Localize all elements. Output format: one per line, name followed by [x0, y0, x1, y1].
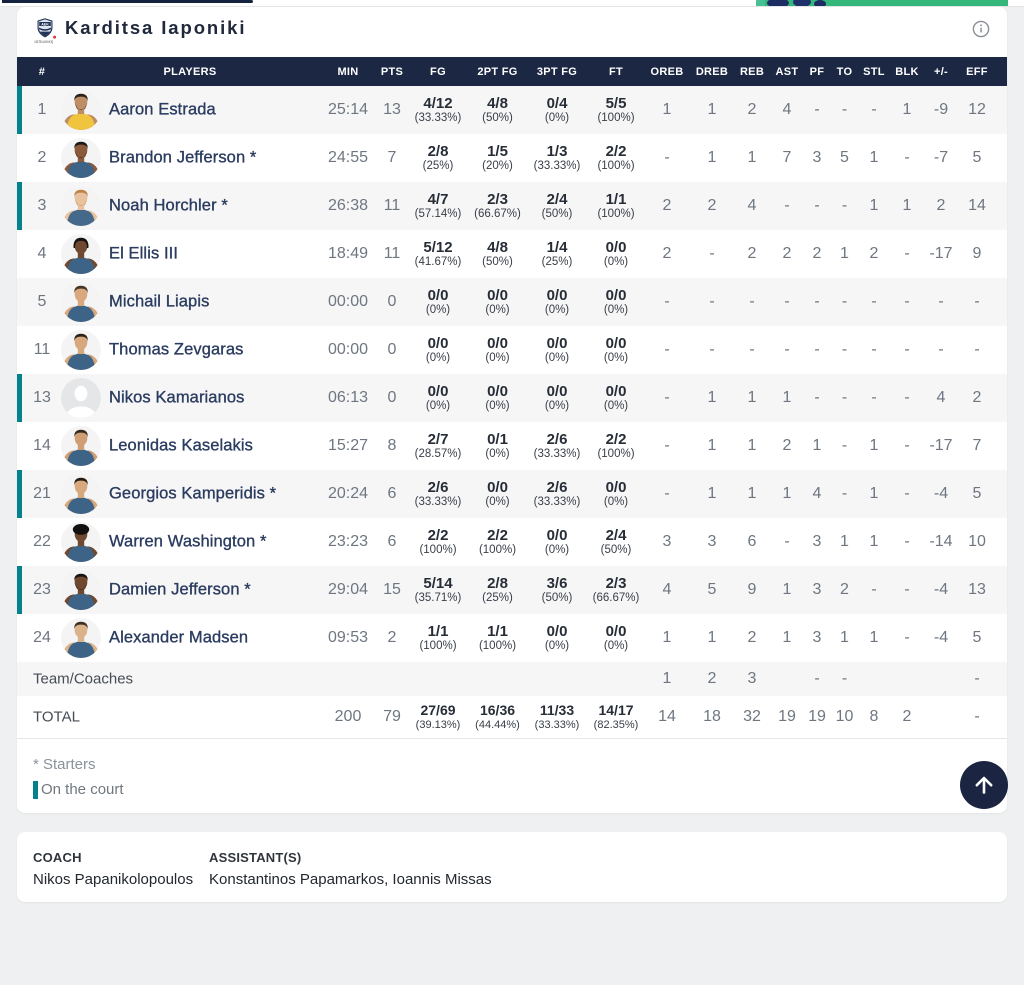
svg-text:AEK: AEK [41, 22, 49, 26]
svg-text:ιαπωνικη: ιαπωνικη [34, 39, 53, 44]
